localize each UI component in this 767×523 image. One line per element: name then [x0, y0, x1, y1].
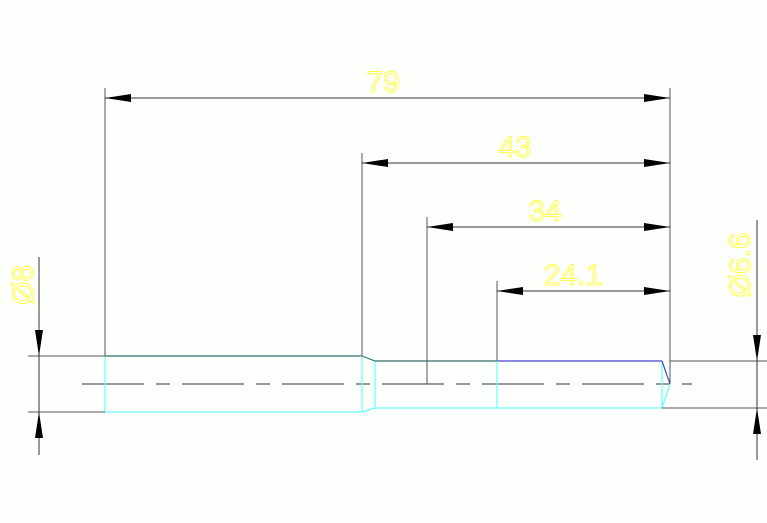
dimension-text-dia-8: Ø8 [7, 265, 40, 305]
dimension-text-dia-6-6: Ø6.6 [724, 232, 757, 297]
dimension-text-24-1: 24.1 [544, 259, 602, 292]
dimension-text-79: 79 [366, 66, 399, 99]
dimension-text-43: 43 [498, 131, 531, 164]
dimension-text-34: 34 [528, 195, 561, 228]
shaft-outline [104, 355, 671, 413]
extension-lines [28, 88, 767, 413]
